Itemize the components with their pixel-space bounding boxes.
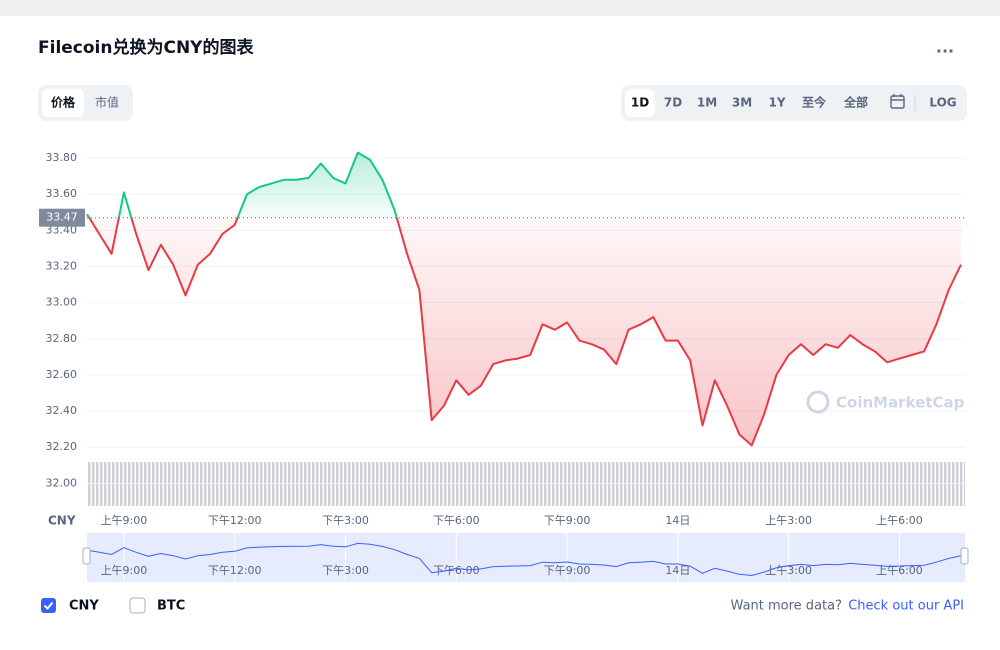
y-tick-label: 33.00 xyxy=(46,296,78,309)
navigator xyxy=(87,533,965,582)
price-area xyxy=(87,152,961,446)
x-tick-label: 14日 xyxy=(665,514,690,527)
axis-unit: CNY xyxy=(48,514,76,528)
plot: 32.0032.2032.4032.6032.8033.0033.2033.40… xyxy=(39,151,965,527)
range-button[interactable]: 1M xyxy=(697,96,717,110)
y-tick-label: 32.00 xyxy=(46,476,78,489)
y-tick-label: 33.20 xyxy=(46,259,78,272)
legend-label: BTC xyxy=(157,599,185,614)
top-strip xyxy=(0,0,1000,16)
nav-tick-label: 下午9:00 xyxy=(544,564,591,577)
nav-line xyxy=(86,542,962,577)
nav-tick-label: 下午12:00 xyxy=(208,564,262,577)
legend-label: CNY xyxy=(69,599,99,614)
x-tick-label: 下午9:00 xyxy=(544,514,591,527)
nav-tick-label: 14日 xyxy=(665,564,690,577)
check xyxy=(43,601,54,610)
range-active xyxy=(625,89,655,117)
nav-tick-label: 上午6:00 xyxy=(876,564,923,577)
checkbox[interactable] xyxy=(129,597,146,614)
menu[interactable]: ... xyxy=(936,38,954,57)
x-tick-label: 上午3:00 xyxy=(765,514,812,527)
y-tick-label: 32.80 xyxy=(46,332,78,345)
range-group xyxy=(621,85,967,121)
ranges: 1D 7D 1M 3M 1Y 至今 全部 xyxy=(631,95,868,110)
range-button[interactable]: 3M xyxy=(732,96,752,110)
nav-tick-label: 下午6:00 xyxy=(433,564,480,577)
reference-label: 33.47 xyxy=(46,211,78,224)
y-tick-label: 33.60 xyxy=(46,187,78,200)
x-tick-label: 上午6:00 xyxy=(876,514,923,527)
tab-active xyxy=(42,89,84,117)
volume-decoration xyxy=(87,462,965,506)
y-tick-label: 33.80 xyxy=(46,151,78,164)
reference-tag xyxy=(39,208,85,227)
range-button[interactable]: 1Y xyxy=(768,96,785,110)
nav-handle[interactable] xyxy=(82,547,91,565)
range-button[interactable]: 7D xyxy=(664,96,682,110)
checkbox-checked[interactable] xyxy=(41,598,56,613)
watermark-logo xyxy=(806,390,830,414)
nav-tick-label: 下午3:00 xyxy=(322,564,369,577)
x-tick-label: 上午9:00 xyxy=(101,514,148,527)
calendar-icon[interactable] xyxy=(890,94,905,109)
y-tick-label: 32.20 xyxy=(46,440,78,453)
range-button[interactable]: 至今 xyxy=(802,95,827,110)
tab[interactable]: 市值 xyxy=(95,95,119,110)
prompt: Want more data? xyxy=(731,599,842,614)
y-tick-label: 32.60 xyxy=(46,368,78,381)
range-button[interactable]: 1D xyxy=(631,96,649,110)
nav-tick-label: 上午9:00 xyxy=(101,564,148,577)
log-button[interactable]: LOG xyxy=(929,96,956,110)
nav-handle[interactable] xyxy=(960,547,969,565)
y-tick-label: 32.40 xyxy=(46,404,78,417)
watermark: CoinMarketCap xyxy=(836,394,965,412)
x-tick-label: 下午3:00 xyxy=(322,514,369,527)
title: Filecoin兑换为CNY的图表 xyxy=(38,37,254,58)
x-tick-label: 下午6:00 xyxy=(433,514,480,527)
tab[interactable]: 价格 xyxy=(51,95,76,110)
price-line xyxy=(86,151,962,447)
navigator-chart: 上午9:00 下午12:00 下午3:00 下午6:00 下午9:00 14日 上午3:00… xyxy=(86,533,962,582)
range-button[interactable]: 全部 xyxy=(843,95,868,110)
api-link[interactable]: Check out our API xyxy=(848,599,964,614)
x-tick-label: 下午12:00 xyxy=(208,514,262,527)
